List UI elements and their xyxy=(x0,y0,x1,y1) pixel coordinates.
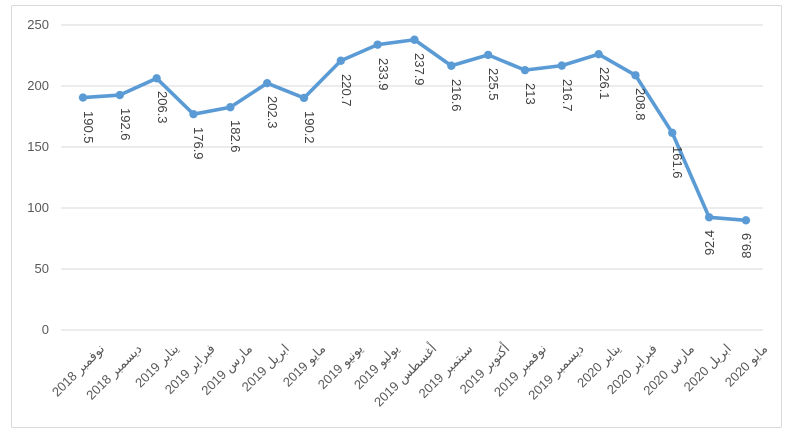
data-label: 213 xyxy=(522,83,538,105)
data-label: 226.1 xyxy=(596,67,612,100)
y-axis-tick-label: 250 xyxy=(27,17,49,32)
data-point-marker xyxy=(594,49,603,59)
data-label: 233.9 xyxy=(375,57,391,91)
data-label: 176.9 xyxy=(191,127,207,160)
y-axis-tick-label: 150 xyxy=(27,139,49,154)
y-axis-tick-label: 50 xyxy=(34,261,49,276)
data-point-marker xyxy=(299,93,309,103)
data-point-marker xyxy=(373,40,382,49)
data-label: 161.6 xyxy=(670,145,686,179)
y-axis-tick-label: 100 xyxy=(27,200,49,215)
data-point-marker xyxy=(557,61,566,70)
data-label: 182.6 xyxy=(228,120,244,153)
data-point-marker xyxy=(741,216,751,225)
y-axis-tick-label: 0 xyxy=(41,322,49,337)
data-label: 202.3 xyxy=(265,96,281,129)
data-label: 237.9 xyxy=(412,52,428,86)
data-point-marker xyxy=(336,56,346,65)
data-label: 92.4 xyxy=(702,230,718,256)
data-point-marker xyxy=(152,74,161,83)
data-label: 216.7 xyxy=(559,78,575,112)
data-label: 190.2 xyxy=(301,110,317,144)
data-point-marker xyxy=(520,65,530,75)
data-label: 216.6 xyxy=(449,78,465,112)
data-point-marker xyxy=(262,78,272,88)
data-point-marker xyxy=(447,61,456,70)
data-label: 220.7 xyxy=(338,73,354,107)
data-point-marker xyxy=(631,71,640,80)
data-point-marker xyxy=(78,93,88,102)
data-point-marker xyxy=(115,90,125,100)
data-label: 190.5 xyxy=(81,110,96,144)
data-label: 225.5 xyxy=(486,67,502,101)
chart-area[interactable]: 0 50 100 150 200 250 190.5 192.6 206.3 176.9 182.6… xyxy=(11,5,782,428)
data-point-marker xyxy=(189,109,198,119)
data-point-marker xyxy=(226,103,235,112)
data-label: 206.3 xyxy=(154,91,170,124)
data-point-marker xyxy=(410,35,419,44)
data-label: 192.6 xyxy=(117,108,133,141)
data-point-marker xyxy=(668,128,677,138)
data-point-marker xyxy=(483,50,493,60)
data-label: 208.8 xyxy=(633,88,649,121)
y-axis-tick-label: 200 xyxy=(27,78,49,93)
data-label: 89.9 xyxy=(738,233,754,259)
data-point-marker xyxy=(704,213,714,222)
